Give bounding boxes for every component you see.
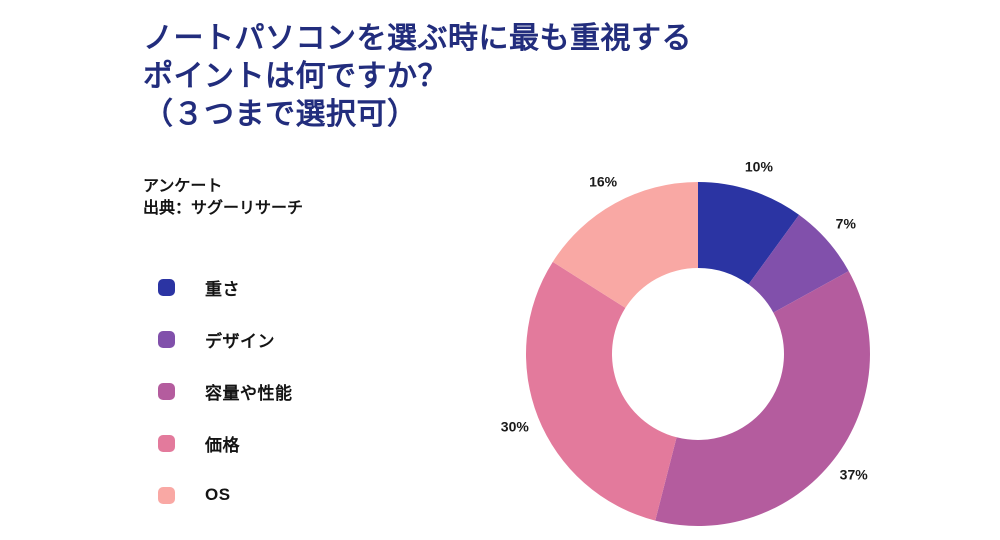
source-note-line-1: アンケート <box>143 178 223 195</box>
source-note-line-2: 出典：サグーリサーチ <box>143 200 304 217</box>
legend-item: OS <box>158 469 293 521</box>
donut-slice-0 <box>698 182 800 285</box>
donut-slice-2 <box>655 271 870 527</box>
slice-label-2: 37% <box>840 467 869 483</box>
slice-label-4: 16% <box>589 173 618 189</box>
slice-label-0: 10% <box>745 159 774 175</box>
legend-label: 重さ <box>205 279 240 299</box>
legend-swatch <box>158 278 175 296</box>
donut-slice-4 <box>552 182 698 308</box>
slice-label-3: 30% <box>501 419 530 435</box>
legend-label: 価格 <box>205 435 240 455</box>
source-note: アンケート 出典：サグーリサーチ <box>143 176 303 220</box>
legend-swatch <box>158 486 175 504</box>
legend-label: OS <box>205 485 231 504</box>
slice-label-1: 7% <box>836 216 857 232</box>
legend-label: デザイン <box>205 331 275 351</box>
chart-title: ノートパソコンを選ぶ時に最も重視する ポイントは何ですか？ （３つまで選択可） <box>143 20 692 134</box>
legend-item: 容量や性能 <box>158 365 293 417</box>
chart-title-line-2: ポイントは何ですか？ <box>143 60 448 93</box>
chart-legend: 重さ デザイン 容量や性能 価格 OS <box>158 261 293 521</box>
legend-item: 重さ <box>158 261 293 313</box>
legend-item: 価格 <box>158 417 293 469</box>
donut-slice-1 <box>748 214 849 313</box>
legend-swatch <box>158 330 175 348</box>
chart-title-line-3: （３つまで選択可） <box>143 98 418 131</box>
legend-label: 容量や性能 <box>205 383 293 403</box>
chart-title-line-1: ノートパソコンを選ぶ時に最も重視する <box>143 22 692 55</box>
donut-slice-3 <box>526 261 677 521</box>
legend-item: デザイン <box>158 313 293 365</box>
legend-swatch <box>158 382 175 400</box>
legend-swatch <box>158 434 175 452</box>
